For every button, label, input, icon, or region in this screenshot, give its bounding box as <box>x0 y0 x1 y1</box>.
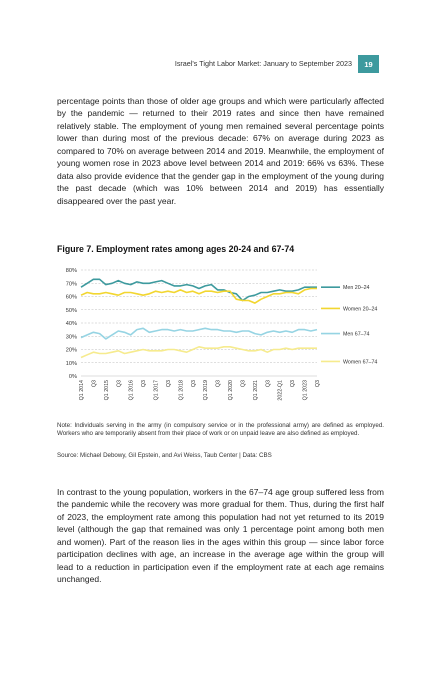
chart-svg: 0% 10% 20% 30% 40% 50% 60% 70% 80% Q1 2014 Q3 Q1 20… <box>66 268 378 401</box>
series-line <box>80 346 317 359</box>
x-tick-label: Q1 2021 <box>253 380 259 400</box>
x-tick-label: Q3 <box>191 380 197 387</box>
y-tick-label: 10% <box>66 361 77 367</box>
y-tick-label: 50% <box>66 308 77 314</box>
series-line <box>80 327 318 340</box>
y-tick-label: 20% <box>66 348 77 354</box>
y-tick-label: 40% <box>66 321 77 327</box>
legend-label: Men 20–24 <box>343 285 370 291</box>
x-tick-label: Q3 <box>91 380 97 387</box>
x-tick-label: Q1 2017 <box>154 380 160 400</box>
x-tick-label: Q3 <box>166 380 172 387</box>
body-paragraph-2: In contrast to the young population, wor… <box>57 487 384 585</box>
x-tick-label: Q3 <box>141 380 147 387</box>
x-tick-label: Q3 <box>290 380 296 387</box>
legend-label: Women 67–74 <box>343 359 377 365</box>
running-title: Israel's Tight Labor Market: January to … <box>174 59 352 68</box>
x-tick-label: Q1 2023 <box>303 380 309 400</box>
x-tick-label: Q3 <box>265 380 271 387</box>
legend-label: Women 20–24 <box>343 306 377 312</box>
employment-rates-chart: 0% 10% 20% 30% 40% 50% 60% 70% 80% Q1 2014 Q3 Q1 20… <box>57 262 384 412</box>
x-tick-label: Q3 <box>116 380 122 387</box>
figure-title: Figure 7. Employment rates among ages 20… <box>57 244 295 254</box>
figure-note: Note: Individuals serving in the army (i… <box>57 422 384 438</box>
x-tick-label: Q3 <box>240 380 246 387</box>
x-tick-label: Q1 2018 <box>178 380 184 400</box>
x-tick-label: Q1 2015 <box>104 380 110 400</box>
y-tick-label: 30% <box>66 334 77 340</box>
series-line <box>80 287 317 304</box>
x-tick-label: Q1 2020 <box>228 380 234 400</box>
x-tick-label: Q3 <box>216 380 222 387</box>
x-tick-label: Q1 2014 <box>79 380 85 400</box>
x-tick-label: Q1 2019 <box>203 380 209 400</box>
y-tick-label: 80% <box>66 268 77 274</box>
x-tick-label: 2022-Q1 <box>278 380 284 401</box>
y-tick-label: 0% <box>69 374 77 380</box>
y-tick-label: 70% <box>66 281 77 287</box>
series-line <box>80 278 317 302</box>
body-paragraph-1: percentage points than those of older ag… <box>57 96 384 206</box>
x-tick-label: Q3 <box>315 380 321 387</box>
x-tick-label: Q1 2016 <box>129 380 135 400</box>
legend-label: Men 67–74 <box>343 332 370 338</box>
figure-source: Source: Michael Debowy, Gil Epstein, and… <box>57 452 272 459</box>
y-tick-label: 60% <box>66 295 77 301</box>
page-number-badge: 19 <box>358 55 379 73</box>
